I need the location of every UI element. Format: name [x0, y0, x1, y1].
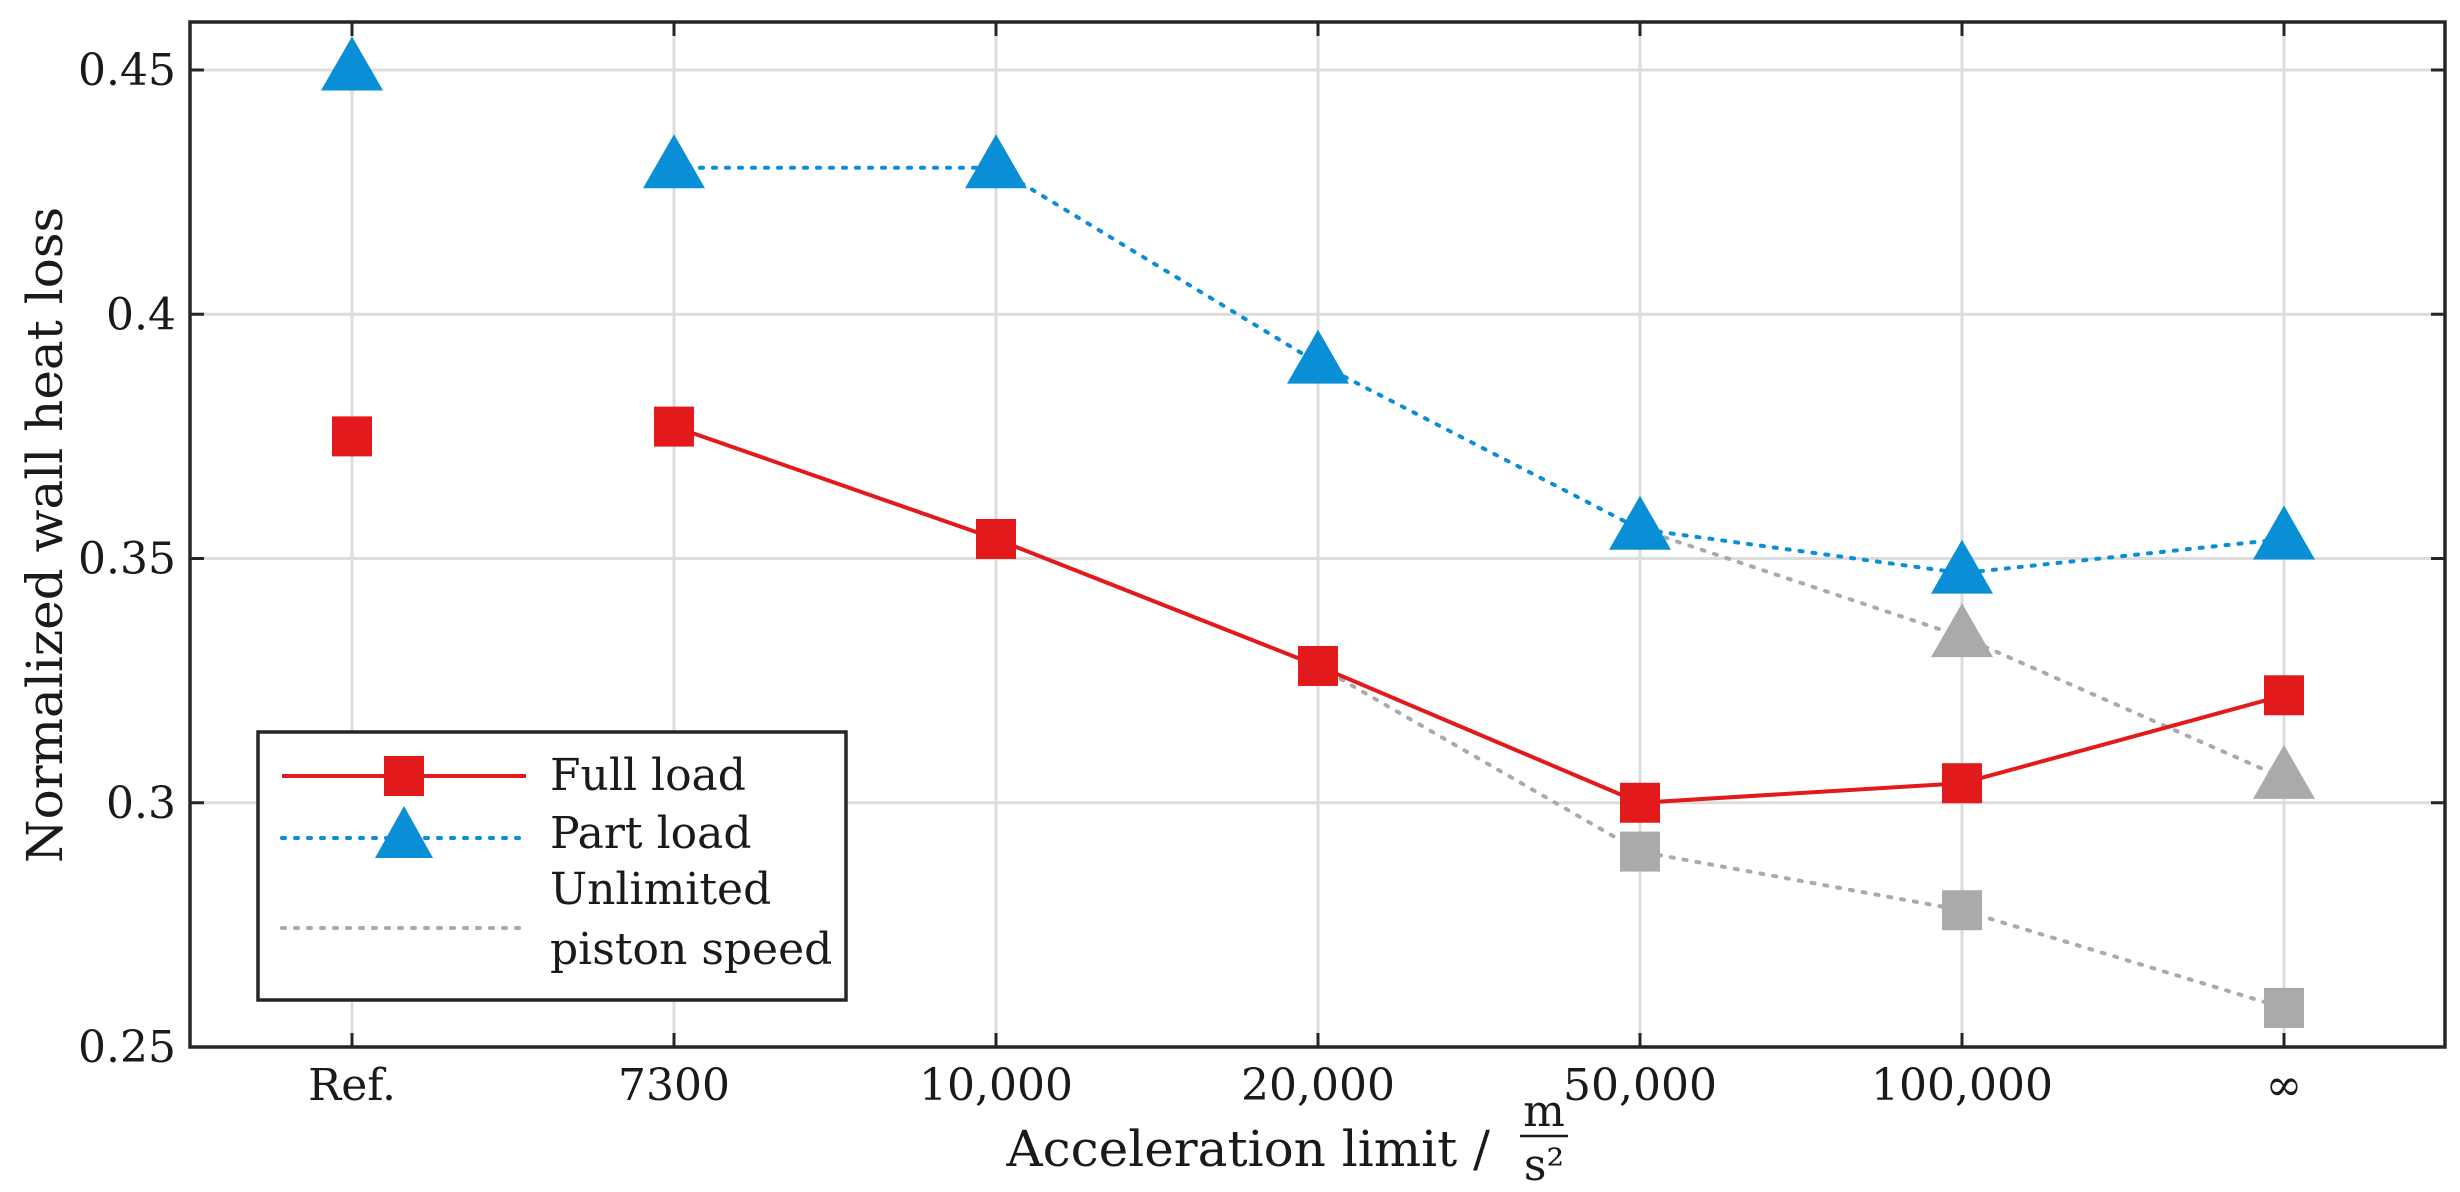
unlimited-piston-speed-series — [1316, 527, 2315, 1028]
y-tick-label: 0.4 — [106, 289, 176, 340]
legend-unlimited-label-line1: Unlimited — [550, 864, 771, 915]
x-tick-label: 7300 — [618, 1060, 730, 1111]
unlimited-data-point — [1942, 890, 1982, 931]
x-tick-label: 10,000 — [919, 1060, 1073, 1111]
legend-part-load-marker — [375, 806, 433, 858]
unlimited-data-point — [2264, 987, 2304, 1028]
legend-full-load-marker — [384, 756, 424, 796]
legend-unlimited-label-line2: piston speed — [550, 924, 832, 975]
axis-ticks: Ref. 7300 10,000 20,000 50,000 100,000 ∞ 0.25 0.… — [78, 22, 2445, 1111]
full-load-series-line — [673, 424, 2285, 805]
y-tick-label: 0.3 — [106, 778, 176, 829]
full-load-data-point — [1620, 782, 1660, 823]
full-load-data-point — [976, 518, 1016, 559]
unlimited-data-point — [1931, 603, 1993, 658]
unlimited-data-point — [1620, 831, 1660, 872]
full-load-data-point — [2264, 675, 2304, 716]
legend: Full load Part load Unlimited piston spe… — [256, 730, 848, 1002]
part-load-data-point — [965, 134, 1027, 189]
legend-part-load-label: Part load — [550, 808, 752, 859]
x-tick-label: 50,000 — [1563, 1060, 1717, 1111]
unlimited-series-line — [1316, 663, 2286, 1010]
x-axis-unit-numerator: m — [1523, 1086, 1565, 1137]
y-tick-label: 0.45 — [78, 45, 176, 96]
full-load-data-point — [1942, 763, 1982, 804]
part-load-data-point — [2253, 505, 2315, 560]
part-load-data-point — [1931, 539, 1993, 594]
y-tick-label: 0.35 — [78, 534, 176, 585]
full-load-data-point — [654, 406, 694, 447]
x-tick-label: ∞ — [2266, 1060, 2303, 1111]
full-load-data-point — [332, 416, 372, 457]
x-tick-label: 20,000 — [1241, 1060, 1395, 1111]
main-series — [321, 36, 2315, 823]
legend-full-load-label: Full load — [550, 750, 746, 801]
x-tick-label: 100,000 — [1871, 1060, 2053, 1111]
full-load-data-point — [1298, 645, 1338, 686]
x-axis-title: Acceleration limit / — [1006, 1120, 1491, 1178]
part-load-data-point — [1609, 495, 1671, 550]
part-load-data-point — [1287, 329, 1349, 384]
y-tick-label: 0.25 — [78, 1022, 176, 1073]
x-tick-label: Ref. — [308, 1060, 396, 1111]
x-axis-unit-denominator: s² — [1524, 1140, 1564, 1191]
part-load-data-point — [643, 134, 705, 189]
y-axis-title: Normalized wall heat loss — [16, 207, 74, 863]
unlimited-data-point — [2253, 744, 2315, 799]
part-load-data-point — [321, 36, 383, 91]
